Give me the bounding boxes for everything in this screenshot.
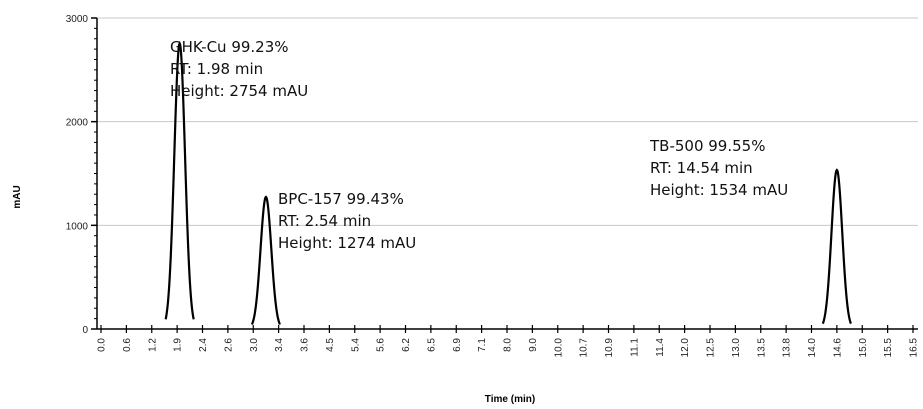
grid-lines: [97, 17, 918, 226]
y-tick-label: 1000: [66, 221, 89, 232]
x-tick-label: 14.0: [807, 338, 818, 358]
x-axis-title: Time (min): [485, 394, 535, 405]
x-tick-label: 16.5: [909, 338, 920, 358]
x-tick-label: 14.6: [832, 338, 843, 358]
x-tick-label: 1.2: [147, 338, 158, 352]
x-tick-label: 13.8: [782, 338, 793, 358]
x-tick-label: 10.9: [604, 338, 615, 358]
y-axis: 0 1000 2000 3000: [66, 14, 98, 336]
y-tick-label: 0: [82, 325, 88, 336]
x-tick-label: 3.0: [249, 338, 260, 352]
peak-ghk-cu: [164, 40, 195, 320]
peak-label-line: TB-500 99.55%: [649, 137, 765, 155]
peak-label-line: RT: 2.54 min: [278, 212, 371, 230]
peak-tb-500: [821, 168, 852, 324]
x-tick-label: 3.6: [300, 338, 311, 352]
x-tick-label: 6.9: [452, 338, 463, 352]
x-axis: 0.0 0.6 1.2 1.9 2.4 2.6 3.0 3.4 3.6 4.5 5.4 5.6 6.2 6…: [97, 325, 920, 357]
x-tick-label: 12.0: [680, 338, 691, 358]
peak-labels: GHK-Cu 99.23% RT: 1.98 min Height: 2754 mA…: [170, 38, 788, 252]
x-tick-label: 10.7: [579, 338, 590, 358]
x-tick-label: 5.6: [376, 338, 387, 352]
x-tick-label: 9.0: [528, 338, 539, 352]
peak-label-line: RT: 14.54 min: [650, 159, 753, 177]
x-tick-label: 15.0: [858, 338, 869, 358]
x-tick-label: 13.5: [756, 338, 767, 358]
x-tick-label: 0.0: [97, 338, 108, 352]
y-tick-label: 3000: [66, 14, 89, 25]
x-tick-label: 5.4: [350, 338, 361, 352]
x-tick-label: 11.1: [629, 338, 640, 357]
x-tick-label: 8.0: [503, 338, 514, 352]
x-tick-label: 10.0: [553, 338, 564, 358]
peak-label-line: Height: 2754 mAU: [170, 82, 308, 100]
peak-label-line: GHK-Cu 99.23%: [170, 38, 289, 56]
x-tick-label: 0.6: [122, 338, 133, 352]
x-tick-label: 7.1: [477, 338, 488, 352]
x-tick-label: 2.6: [223, 338, 234, 352]
peak-label-line: RT: 1.98 min: [170, 60, 263, 78]
x-tick-label: 12.5: [706, 338, 717, 358]
peak-label-line: Height: 1534 mAU: [650, 181, 788, 199]
x-tick-label: 15.5: [883, 338, 894, 358]
x-tick-label: 11.4: [655, 338, 666, 357]
peak-bpc-157: [250, 195, 281, 325]
x-tick-label: 2.4: [198, 338, 209, 352]
peaks: [164, 40, 852, 325]
x-tick-label: 1.9: [173, 338, 184, 352]
x-tick-label: 6.5: [426, 338, 437, 352]
y-axis-title: mAU: [12, 185, 23, 208]
x-tick-label: 3.4: [274, 338, 285, 352]
x-tick-label: 13.0: [731, 338, 742, 358]
peak-label-line: BPC-157 99.43%: [278, 190, 404, 208]
peak-label-line: Height: 1274 mAU: [278, 234, 416, 252]
x-tick-label: 4.5: [325, 338, 336, 352]
x-tick-label: 6.2: [401, 338, 412, 352]
y-tick-label: 2000: [66, 118, 89, 129]
